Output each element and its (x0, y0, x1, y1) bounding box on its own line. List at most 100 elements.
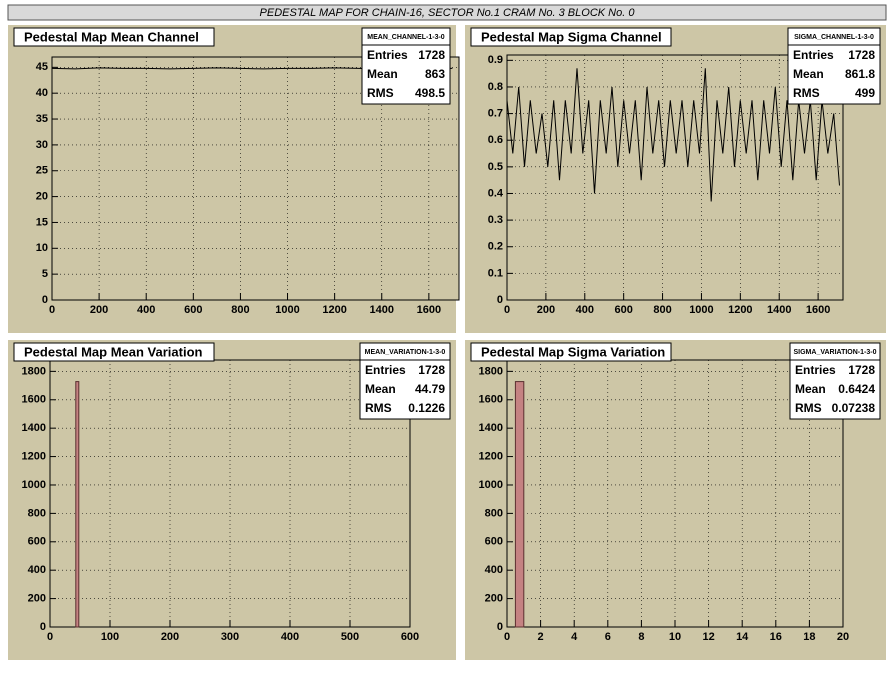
y-tick-label: 800 (28, 507, 46, 519)
stats-name: MEAN_VARIATION-1-3-0 (365, 349, 446, 356)
stats-box (787, 27, 881, 105)
y-tick-label: 0.7 (488, 107, 503, 119)
stats-label: RMS (793, 86, 820, 100)
x-tick-label: 600 (184, 304, 202, 316)
stats-label: Entries (365, 363, 406, 377)
stats-value: 1728 (848, 363, 875, 377)
y-tick-label: 0.2 (488, 241, 503, 253)
stats-label: RMS (365, 401, 392, 415)
x-tick-label: 8 (638, 631, 644, 643)
y-tick-label: 0.1 (488, 267, 503, 279)
y-tick-label: 40 (36, 87, 48, 99)
y-tick-label: 400 (28, 564, 46, 576)
stats-label: Mean (795, 382, 826, 396)
y-tick-label: 600 (28, 536, 46, 548)
y-tick-label: 800 (485, 507, 503, 519)
stats-name: SIGMA_CHANNEL-1-3-0 (794, 34, 874, 41)
stats-label: Mean (793, 67, 824, 81)
x-tick-label: 1600 (806, 304, 830, 316)
stats-value: 1728 (418, 363, 445, 377)
title-box (470, 27, 672, 47)
x-tick-label: 18 (803, 631, 815, 643)
y-tick-label: 45 (36, 61, 48, 73)
stats-box (361, 27, 451, 105)
title-box (470, 342, 672, 362)
x-tick-label: 0 (504, 631, 510, 643)
stats-value: 0.07238 (832, 401, 876, 415)
stats-label: Entries (793, 48, 834, 62)
stats-label: RMS (795, 401, 822, 415)
y-tick-label: 0.5 (488, 161, 503, 173)
x-tick-label: 1000 (275, 304, 299, 316)
stats-value: 861.8 (845, 67, 875, 81)
y-tick-label: 0 (497, 294, 503, 306)
y-tick-label: 1800 (479, 365, 503, 377)
y-tick-label: 20 (36, 191, 48, 203)
y-tick-label: 0.9 (488, 54, 503, 66)
x-tick-label: 6 (605, 631, 611, 643)
x-tick-label: 1000 (689, 304, 713, 316)
x-tick-label: 1400 (370, 304, 394, 316)
plot-frame (506, 54, 844, 301)
title-box (13, 27, 215, 47)
y-tick-label: 1800 (22, 365, 46, 377)
y-tick-label: 600 (485, 536, 503, 548)
stats-value: 499 (855, 86, 875, 100)
stats-value: 863 (425, 67, 445, 81)
stats-value: 0.6424 (838, 382, 875, 396)
x-tick-label: 400 (281, 631, 299, 643)
x-tick-label: 600 (614, 304, 632, 316)
y-tick-label: 1200 (22, 450, 46, 462)
x-tick-label: 16 (770, 631, 782, 643)
y-tick-label: 1200 (479, 450, 503, 462)
y-tick-label: 0 (42, 294, 48, 306)
y-tick-label: 0 (497, 621, 503, 633)
chart-title: Pedestal Map Mean Variation (24, 344, 203, 359)
x-tick-label: 100 (101, 631, 119, 643)
chart-title: Pedestal Map Sigma Channel (481, 29, 662, 44)
y-tick-label: 10 (36, 242, 48, 254)
y-tick-label: 1400 (479, 422, 503, 434)
stats-box (789, 342, 881, 420)
x-tick-label: 1200 (322, 304, 346, 316)
chart-title: Pedestal Map Mean Channel (24, 29, 199, 44)
y-tick-label: 0 (40, 621, 46, 633)
stats-name: MEAN_CHANNEL-1-3-0 (367, 34, 445, 41)
y-tick-label: 400 (485, 564, 503, 576)
y-tick-label: 0.3 (488, 214, 503, 226)
y-tick-label: 0.8 (488, 81, 503, 93)
y-tick-label: 0.4 (488, 187, 504, 199)
data-line (506, 68, 840, 202)
y-tick-label: 15 (36, 216, 48, 228)
header-bar (7, 4, 887, 21)
title-box (13, 342, 215, 362)
x-tick-label: 0 (47, 631, 53, 643)
x-tick-label: 400 (137, 304, 155, 316)
x-tick-label: 500 (341, 631, 359, 643)
stats-label: Mean (365, 382, 396, 396)
chart-title: Pedestal Map Sigma Variation (481, 344, 665, 359)
y-tick-label: 1400 (22, 422, 46, 434)
x-tick-label: 2 (538, 631, 544, 643)
header-title: PEDESTAL MAP FOR CHAIN-16, SECTOR No.1 C… (260, 7, 636, 19)
stats-value: 44.79 (415, 382, 445, 396)
x-tick-label: 12 (702, 631, 714, 643)
x-tick-label: 1200 (728, 304, 752, 316)
stats-box (359, 342, 451, 420)
y-tick-label: 35 (36, 113, 48, 125)
histogram-bar (75, 381, 80, 628)
x-tick-label: 200 (90, 304, 108, 316)
y-tick-label: 30 (36, 139, 48, 151)
x-tick-label: 10 (669, 631, 681, 643)
stats-label: Mean (367, 67, 398, 81)
y-tick-label: 25 (36, 165, 48, 177)
stats-label: Entries (367, 48, 408, 62)
x-tick-label: 800 (653, 304, 671, 316)
stats-value: 1728 (848, 48, 875, 62)
y-tick-label: 1600 (479, 394, 503, 406)
y-tick-label: 1000 (22, 479, 46, 491)
x-tick-label: 0 (49, 304, 55, 316)
x-tick-label: 200 (161, 631, 179, 643)
